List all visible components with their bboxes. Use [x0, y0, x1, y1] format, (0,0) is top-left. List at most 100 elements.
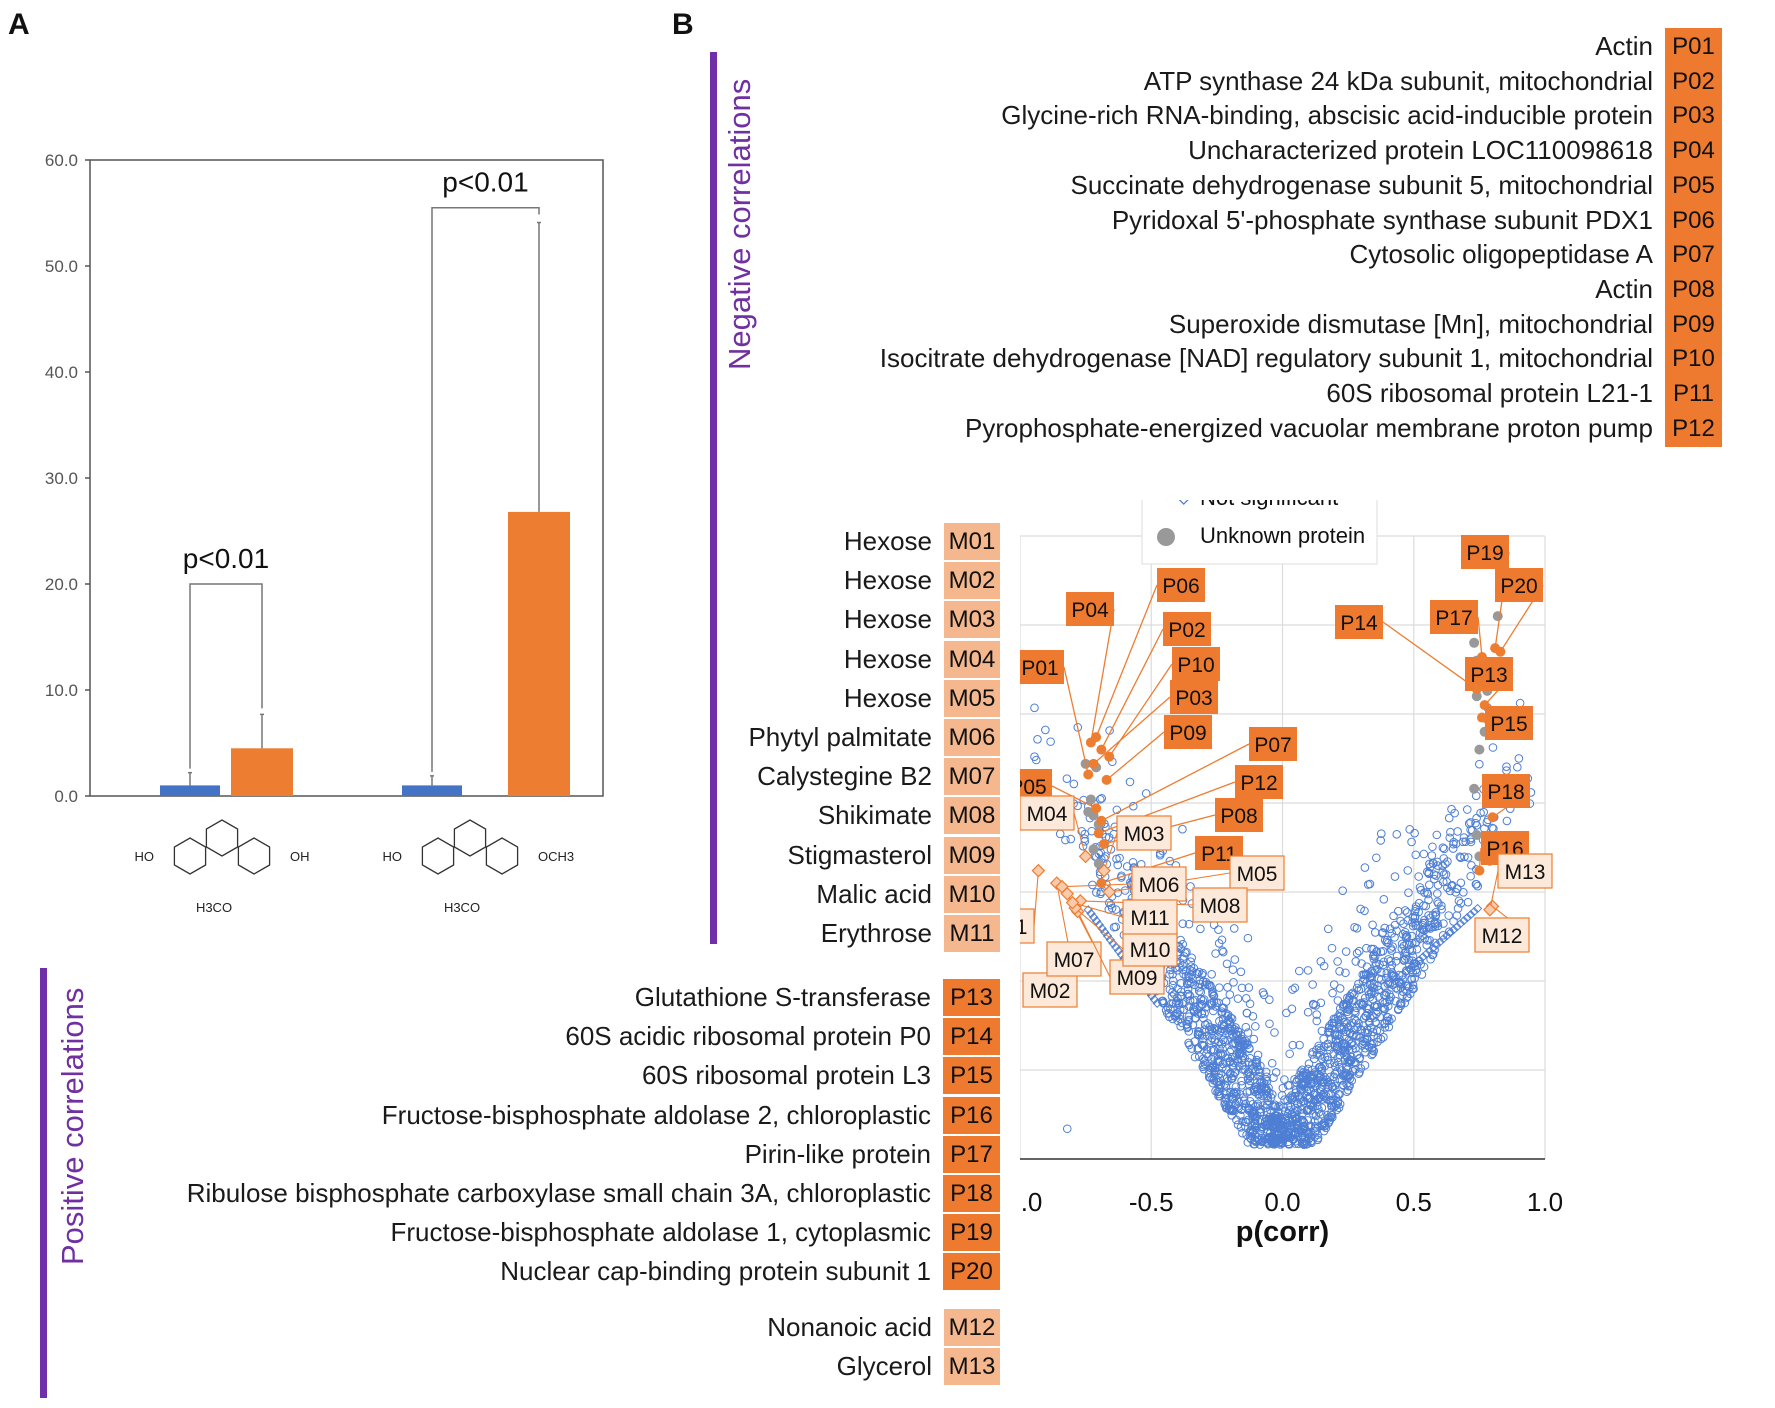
ns-point [1194, 1027, 1203, 1036]
ns-point [1231, 1067, 1240, 1077]
ns-point [1267, 1058, 1277, 1068]
ns-point [1364, 1042, 1374, 1052]
negative-protein-row: Succinate dehydrogenase subunit 5, mitoc… [1071, 166, 1722, 204]
ns-point [1376, 947, 1386, 957]
ns-point [1213, 1025, 1222, 1035]
ns-point [1215, 1016, 1224, 1026]
negative-protein-row: 60S ribosomal protein L21-1 P11 [1326, 375, 1722, 412]
negative-protein-row-id: P01 [1665, 28, 1722, 65]
ns-point [1221, 1008, 1230, 1018]
ns-point [1272, 1123, 1282, 1133]
ns-point [1219, 1035, 1228, 1045]
metabolite-callout-box [1020, 908, 1035, 944]
structure-right-label: OH [290, 849, 310, 864]
ns-point [1324, 1090, 1333, 1099]
ns-point [1426, 954, 1435, 964]
ns-point [1402, 966, 1411, 975]
ns-point [1447, 804, 1456, 814]
ns-point [1338, 886, 1347, 895]
ns-point [1168, 980, 1178, 990]
ns-point [1241, 1022, 1251, 1032]
ns-point [1212, 1077, 1221, 1087]
ns-point [1410, 974, 1419, 983]
callout-line [1477, 616, 1483, 658]
protein-callout-label: P04 [1071, 599, 1109, 622]
negative-protein-row-id: P11 [1665, 375, 1722, 412]
ns-point [1236, 967, 1246, 977]
ns-point [1420, 926, 1429, 935]
ns-point [1380, 998, 1389, 1008]
protein-callout-box [1164, 715, 1212, 749]
callout-line [1100, 628, 1164, 750]
negative-metabolite-row-label: Hexose [843, 643, 932, 674]
ns-point [1031, 755, 1041, 765]
ns-point [1239, 1096, 1249, 1106]
negative-metabolite-row: Hexose M04 [843, 640, 1000, 678]
negative-protein-row: Actin P08 [1595, 270, 1722, 308]
ns-point [1187, 1044, 1197, 1053]
ns-point [1174, 998, 1184, 1008]
ns-point [1270, 1102, 1279, 1111]
ns-point [1107, 903, 1117, 913]
positive-protein-row-label: 60S ribosomal protein L3 [641, 1060, 931, 1091]
ns-point [1263, 1115, 1273, 1124]
ns-diamond [1091, 916, 1102, 926]
negative-metabolite-row-label: Calystegine B2 [757, 761, 932, 792]
ns-point [1352, 948, 1362, 958]
ns-point [1356, 984, 1366, 994]
protein-callout-label: P09 [1169, 722, 1206, 745]
ns-point [1182, 979, 1192, 988]
ns-point [1379, 990, 1389, 1000]
ns-point [1319, 1042, 1329, 1052]
x-tick-label: 0.0 [1264, 1187, 1300, 1217]
ns-point [1334, 1089, 1343, 1099]
labeled-protein-point [1477, 652, 1487, 663]
ns-point [1354, 979, 1363, 989]
ns-point [1448, 844, 1458, 853]
ns-point [1226, 1013, 1235, 1022]
ns-point [1433, 897, 1442, 907]
ns-point [1466, 871, 1475, 881]
ns-point [1376, 1034, 1386, 1044]
metabolite-callout-label: M12 [1482, 925, 1523, 948]
ns-point [1360, 1060, 1370, 1070]
protein-callout-box [1430, 600, 1478, 634]
ns-point [1236, 1123, 1246, 1132]
protein-callout-box [1157, 568, 1205, 602]
ns-point [1224, 1093, 1233, 1102]
ns-point [1195, 1030, 1204, 1040]
ns-point [1354, 1069, 1364, 1078]
ns-point [1471, 818, 1480, 828]
negative-metabolite-row-label: Hexose [843, 604, 932, 635]
ns-point [1229, 924, 1239, 933]
ns-point [1231, 1100, 1240, 1110]
ns-point [1384, 1016, 1394, 1026]
ns-point [1379, 894, 1389, 904]
ns-point [1351, 1008, 1360, 1018]
structure-left-label: HO [135, 849, 155, 864]
ns-point [1442, 877, 1452, 887]
ns-point [1453, 827, 1462, 836]
protein-callout-box [1020, 650, 1064, 684]
ns-point [1288, 1040, 1298, 1050]
ns-point [1377, 928, 1387, 938]
positive-metabolite-row-id: M13 [944, 1348, 1000, 1386]
ns-point [1362, 1003, 1371, 1013]
ns-point [1196, 987, 1206, 997]
unknown-point [1085, 794, 1096, 805]
ns-point [1392, 830, 1402, 839]
labeled-metabolite-point [1065, 895, 1080, 910]
protein-callout-box [1170, 680, 1218, 714]
ns-point [1283, 1081, 1293, 1090]
ns-point [1231, 1023, 1240, 1032]
ns-point [1311, 1126, 1321, 1136]
ns-point [1308, 980, 1317, 989]
ns-point [1372, 1026, 1382, 1035]
ns-point [1220, 1100, 1229, 1109]
protein-callout-box [1482, 774, 1530, 808]
ns-point [1347, 1076, 1357, 1085]
ns-point [1217, 1009, 1227, 1018]
ns-point [1046, 737, 1055, 746]
ns-point [1178, 919, 1188, 928]
protein-callout-label: P02 [1168, 619, 1205, 642]
